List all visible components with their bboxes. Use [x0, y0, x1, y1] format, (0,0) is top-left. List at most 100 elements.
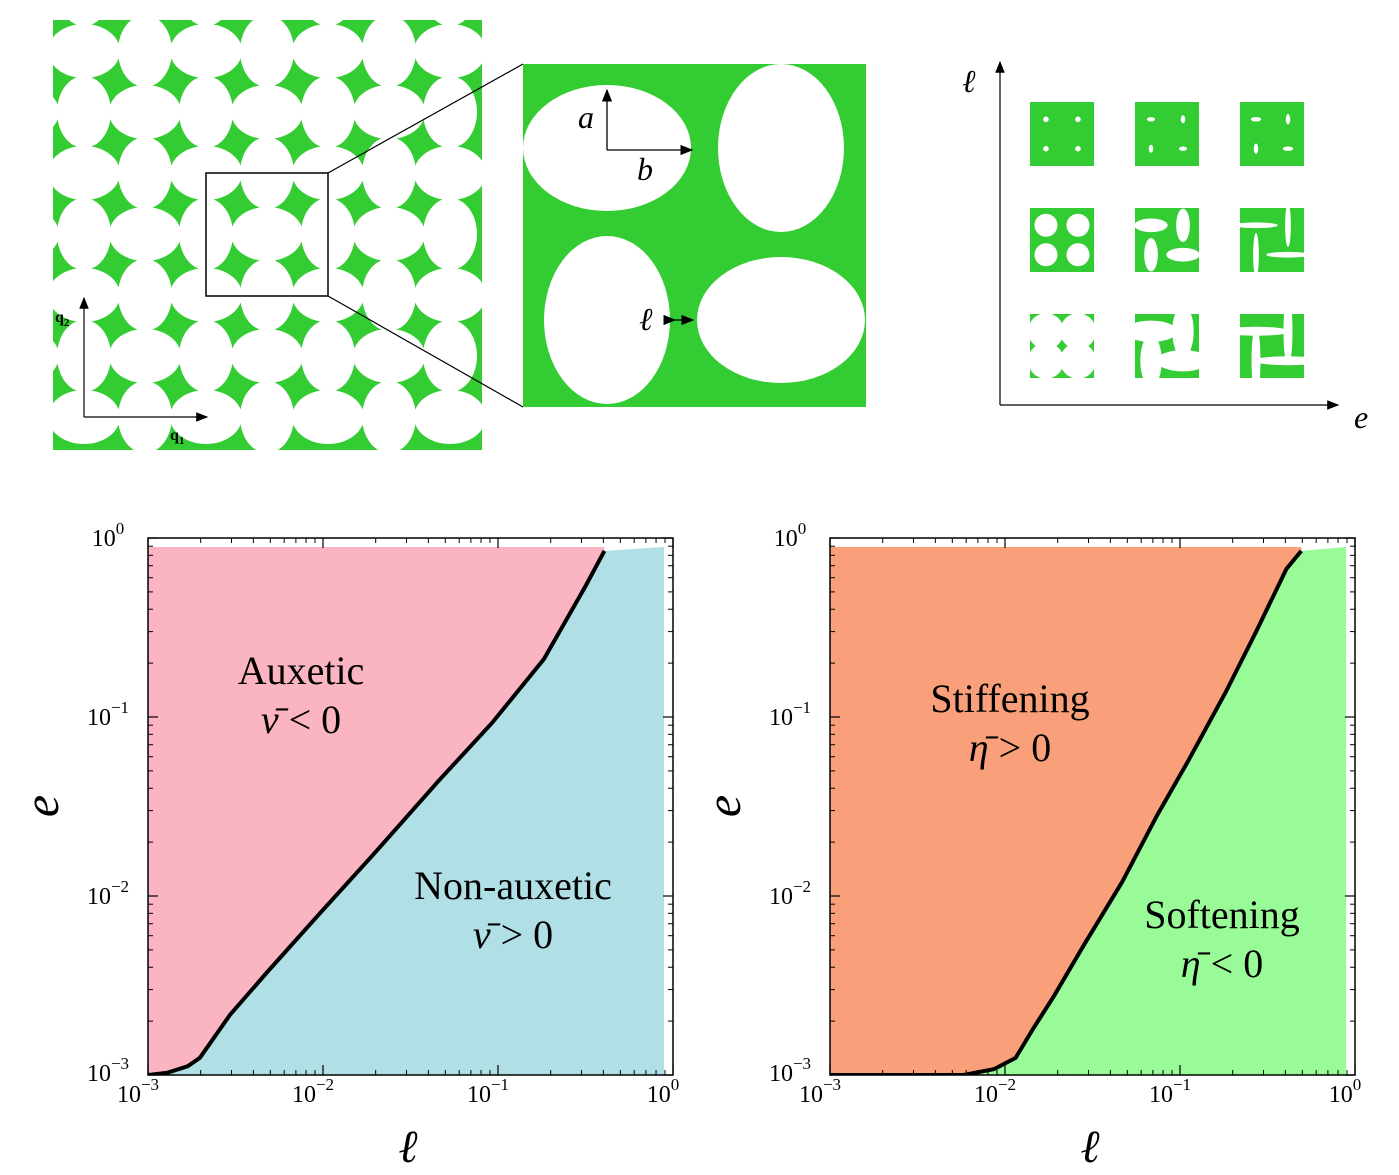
x-tick-label: 10−1: [1149, 1075, 1191, 1108]
plot2-frame: [829, 537, 1356, 1076]
lattice-hole: [53, 97, 59, 127]
design-e-label: e: [1354, 399, 1368, 435]
lattice-hole: [53, 268, 120, 322]
lattice-hole: [353, 0, 425, 17]
auxetic-phase-diagram: 10−310−3 10−2 10−2 10−1 10−1 100 100 Auxetic ν…: [13, 519, 679, 1172]
lattice-hole: [231, 329, 303, 383]
lattice-hole: [179, 76, 233, 148]
lattice-hole: [57, 198, 111, 270]
lattice-hole: [240, 20, 294, 87]
lattice-hole: [423, 320, 477, 392]
plot1-region-auxetic-cond: ν̄ < 0: [261, 697, 341, 742]
q2-label: q2: [55, 309, 70, 329]
lattice-hole: [0, 15, 50, 87]
q1-label: q1: [170, 427, 184, 447]
plot1-ylabel: e: [13, 795, 69, 817]
lattice-hole: [109, 0, 181, 17]
y-tick-label: 10−2: [87, 877, 129, 910]
lattice-hole: [118, 259, 172, 331]
cell-hole-top-right: [718, 64, 844, 232]
y-tick-label: 10−1: [769, 698, 811, 731]
lattice-hole: [53, 219, 59, 249]
x-tick-label: 10−3: [799, 1075, 841, 1108]
lattice-holes: [0, 0, 482, 453]
x-tick-label: 100: [1329, 1075, 1362, 1108]
lattice-hole: [292, 390, 364, 444]
zoom-box: [205, 172, 329, 297]
y-tick-label: 100: [774, 519, 807, 552]
y-tick-label: 10−2: [769, 877, 811, 910]
design-cells: [1028, 102, 1323, 395]
plot1-ticks: 10−310−3 10−2 10−2 10−1 10−1 100 100: [87, 519, 679, 1108]
design-space: ℓ e: [962, 60, 1368, 435]
design-cell: [1135, 102, 1199, 166]
lattice-hole: [0, 137, 50, 209]
plot1-region-nonauxetic-label: Non-auxetic: [414, 863, 612, 908]
lattice-hole: [414, 24, 482, 78]
design-ell-label: ℓ: [962, 63, 976, 99]
lattice-hole: [313, 20, 343, 26]
unit-cell: a b ℓ: [523, 64, 866, 407]
softening-region: [830, 547, 1346, 1075]
y-tick-label: 10−1: [87, 698, 129, 731]
lattice-hole: [414, 146, 482, 200]
lattice-hole: [118, 381, 172, 450]
design-cell: [1240, 102, 1304, 166]
lattice-hole: [292, 24, 364, 78]
lattice-hole: [231, 207, 303, 261]
x-tick-label: 10−3: [117, 1075, 159, 1108]
non-auxetic-region: [148, 547, 664, 1075]
lattice-hole: [0, 0, 59, 17]
design-cell: [1030, 208, 1094, 272]
design-cell: [1030, 102, 1094, 166]
plot1-frame: [147, 537, 674, 1076]
lattice-hole: [109, 329, 181, 383]
plot2-region-stiffening-label: Stiffening: [930, 676, 1089, 721]
lattice-hole: [353, 329, 425, 383]
cell-hole-bottom-left: [544, 236, 670, 404]
plot1-xlabel: ℓ: [398, 1121, 418, 1172]
x-tick-label: 10−2: [292, 1075, 334, 1108]
lattice-hole: [179, 320, 233, 392]
ell-label: ℓ: [639, 301, 653, 337]
plot2-ylabel: e: [695, 795, 751, 817]
stiffening-region: [830, 547, 1302, 1075]
plot2-xlabel: ℓ: [1080, 1121, 1100, 1172]
cell-hole-bottom-right: [697, 257, 865, 383]
lattice-hole: [53, 341, 59, 371]
lattice-hole: [109, 207, 181, 261]
y-tick-label: 10−3: [87, 1054, 129, 1087]
design-cell: [1221, 297, 1323, 395]
lattice-hole: [57, 76, 111, 148]
lattice-hole: [362, 20, 416, 87]
stiffening-boundary-line: [830, 549, 1303, 1075]
x-tick-label: 10−2: [974, 1075, 1016, 1108]
lattice-hole: [362, 381, 416, 450]
lattice-hole: [53, 24, 120, 78]
plot2-region-softening-label: Softening: [1144, 892, 1300, 937]
lattice-hole: [231, 85, 303, 139]
y-tick-label: 10−3: [769, 1054, 811, 1087]
lattice-hole: [301, 320, 355, 392]
plot2-region-stiffening-cond: η̄ > 0: [969, 725, 1051, 770]
lattice-hole: [53, 146, 120, 200]
plot2-ticks: 10−310−3 10−2 10−2 10−1 10−1 100 100: [769, 519, 1361, 1108]
lattice-hole: [362, 137, 416, 209]
design-cell: [1134, 208, 1200, 272]
lattice-hole: [414, 390, 482, 444]
lattice-hole: [240, 259, 294, 331]
design-cell: [1028, 313, 1096, 379]
lattice-hole: [170, 24, 242, 78]
lattice-hole: [435, 20, 465, 26]
plot1-region-nonauxetic-cond: ν̄ > 0: [473, 912, 553, 957]
plot1-region-auxetic-label: Auxetic: [238, 648, 365, 693]
auxetic-boundary-line: [148, 549, 607, 1075]
lattice-hole: [0, 381, 50, 453]
lattice-hole: [69, 20, 99, 26]
lattice-hole: [0, 259, 50, 331]
lattice-hole: [353, 85, 425, 139]
lattice-hole: [109, 85, 181, 139]
zoom-line-bottom: [327, 295, 524, 408]
lattice-hole: [231, 0, 303, 17]
